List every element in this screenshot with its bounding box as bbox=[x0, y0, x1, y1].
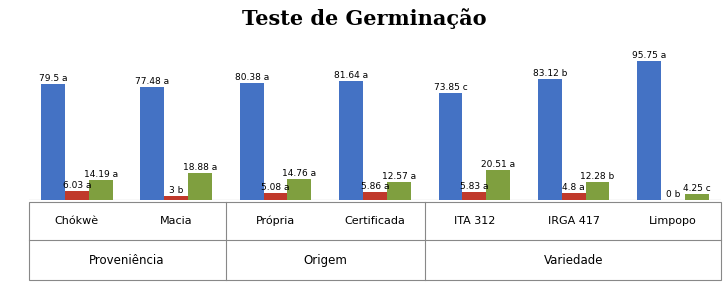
Bar bbox=[438, 93, 462, 200]
Bar bbox=[141, 87, 165, 200]
Text: 77.48 a: 77.48 a bbox=[135, 77, 170, 86]
Bar bbox=[339, 81, 363, 200]
Bar bbox=[65, 191, 89, 200]
Text: 73.85 c: 73.85 c bbox=[434, 83, 467, 92]
Bar bbox=[486, 170, 510, 200]
Text: 4.25 c: 4.25 c bbox=[683, 184, 711, 193]
Text: 14.76 a: 14.76 a bbox=[282, 169, 317, 178]
Text: ITA 312: ITA 312 bbox=[454, 216, 495, 226]
Bar bbox=[41, 84, 65, 200]
Text: 3 b: 3 b bbox=[169, 186, 183, 195]
Text: 12.57 a: 12.57 a bbox=[381, 172, 416, 181]
Text: 18.88 a: 18.88 a bbox=[183, 163, 217, 172]
Text: 5.83 a: 5.83 a bbox=[460, 182, 488, 191]
Text: 0 b: 0 b bbox=[666, 190, 680, 199]
Text: 12.28 b: 12.28 b bbox=[580, 172, 614, 181]
Bar bbox=[264, 193, 288, 200]
Bar bbox=[562, 193, 585, 200]
Bar bbox=[240, 83, 264, 200]
Text: Teste de Germinação: Teste de Germinação bbox=[242, 9, 486, 29]
Text: 5.08 a: 5.08 a bbox=[261, 183, 290, 192]
Text: Origem: Origem bbox=[304, 254, 347, 267]
Bar bbox=[363, 192, 387, 200]
Text: 79.5 a: 79.5 a bbox=[39, 74, 67, 84]
Text: Variedade: Variedade bbox=[544, 254, 604, 267]
Bar bbox=[685, 194, 709, 200]
Text: 95.75 a: 95.75 a bbox=[632, 51, 666, 60]
Text: 5.86 a: 5.86 a bbox=[360, 182, 389, 191]
Text: 83.12 b: 83.12 b bbox=[533, 69, 567, 78]
Text: 4.8 a: 4.8 a bbox=[562, 183, 585, 192]
Text: IRGA 417: IRGA 417 bbox=[547, 216, 600, 226]
Text: Própria: Própria bbox=[256, 216, 295, 226]
Bar bbox=[637, 61, 661, 200]
Text: 20.51 a: 20.51 a bbox=[481, 160, 515, 169]
Text: 81.64 a: 81.64 a bbox=[334, 71, 368, 80]
Text: Certificada: Certificada bbox=[344, 216, 405, 226]
Bar bbox=[585, 182, 609, 200]
Bar bbox=[288, 179, 312, 200]
Text: 80.38 a: 80.38 a bbox=[234, 73, 269, 82]
Text: 14.19 a: 14.19 a bbox=[84, 170, 118, 178]
Text: Proveniência: Proveniência bbox=[89, 254, 165, 267]
Bar bbox=[165, 196, 188, 200]
Text: Chókwè: Chókwè bbox=[55, 216, 99, 226]
Bar bbox=[387, 182, 411, 200]
Text: 6.03 a: 6.03 a bbox=[63, 181, 91, 190]
Bar bbox=[538, 79, 562, 200]
Text: Limpopo: Limpopo bbox=[649, 216, 697, 226]
Bar bbox=[188, 173, 212, 200]
Bar bbox=[89, 180, 113, 200]
Bar bbox=[462, 192, 486, 200]
Text: Macia: Macia bbox=[160, 216, 192, 226]
